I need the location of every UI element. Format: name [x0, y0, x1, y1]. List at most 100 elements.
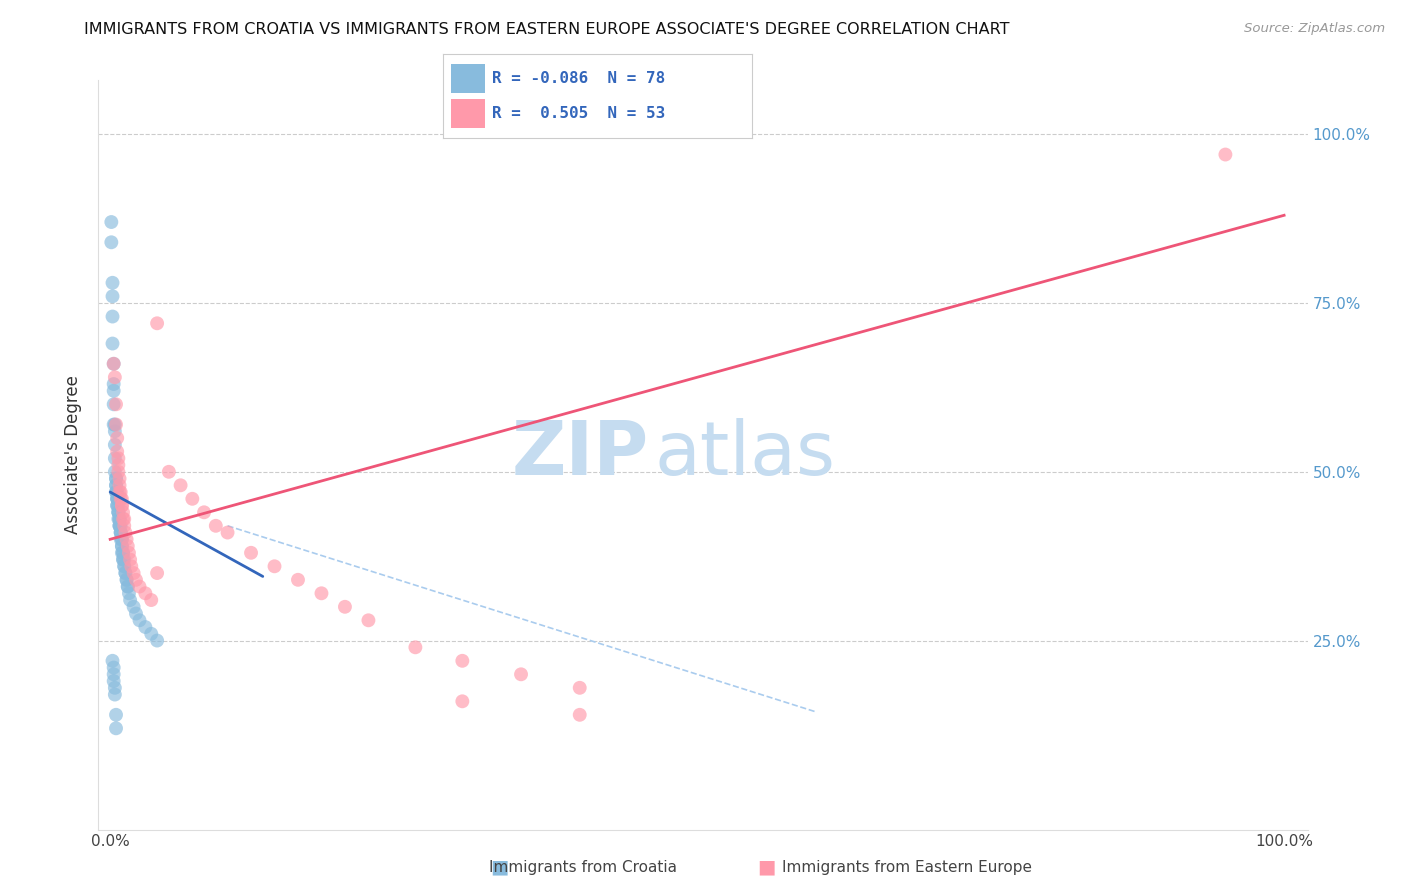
Point	[134, 586, 156, 600]
Point	[104, 425, 127, 439]
Bar	[450, 64, 485, 93]
Point	[108, 518, 131, 533]
Text: ZIP: ZIP	[512, 418, 648, 491]
Point	[111, 533, 134, 547]
Point	[105, 721, 128, 735]
Point	[240, 546, 263, 560]
Point	[105, 471, 128, 485]
Point	[263, 559, 285, 574]
Point	[112, 518, 135, 533]
Point	[181, 491, 204, 506]
Point	[111, 539, 134, 553]
Text: Immigrants from Eastern Europe: Immigrants from Eastern Europe	[782, 860, 1032, 874]
Point	[118, 546, 141, 560]
Point	[117, 539, 139, 553]
Point	[510, 667, 533, 681]
Text: IMMIGRANTS FROM CROATIA VS IMMIGRANTS FROM EASTERN EUROPE ASSOCIATE'S DEGREE COR: IMMIGRANTS FROM CROATIA VS IMMIGRANTS FR…	[84, 22, 1010, 37]
Text: ■: ■	[489, 857, 509, 877]
Point	[193, 505, 215, 519]
Point	[107, 458, 129, 472]
Point	[103, 357, 125, 371]
Point	[128, 613, 150, 627]
Point	[101, 276, 124, 290]
Text: Immigrants from Croatia: Immigrants from Croatia	[489, 860, 678, 874]
Point	[568, 707, 591, 722]
Point	[112, 546, 135, 560]
Point	[112, 546, 135, 560]
Point	[107, 465, 129, 479]
Point	[146, 566, 169, 580]
Point	[108, 512, 131, 526]
Point	[104, 370, 127, 384]
Point	[112, 552, 135, 566]
Point	[117, 580, 139, 594]
Point	[108, 478, 131, 492]
Point	[101, 654, 124, 668]
Point	[105, 499, 128, 513]
Point	[105, 471, 128, 485]
Point	[146, 316, 169, 330]
Text: R =  0.505  N = 53: R = 0.505 N = 53	[492, 106, 665, 121]
Point	[105, 499, 128, 513]
Text: Source: ZipAtlas.com: Source: ZipAtlas.com	[1244, 22, 1385, 36]
Text: R = -0.086  N = 78: R = -0.086 N = 78	[492, 71, 665, 86]
Point	[105, 444, 128, 458]
Point	[107, 505, 129, 519]
Point	[103, 660, 125, 674]
Point	[111, 499, 134, 513]
Point	[103, 397, 125, 411]
Point	[103, 674, 125, 689]
Point	[125, 607, 148, 621]
Point	[112, 512, 135, 526]
Point	[104, 451, 127, 466]
Point	[104, 681, 127, 695]
Point	[105, 491, 128, 506]
Point	[110, 525, 132, 540]
Point	[120, 559, 142, 574]
Point	[114, 566, 136, 580]
Point	[404, 640, 426, 655]
Point	[451, 654, 474, 668]
Point	[333, 599, 356, 614]
Point	[128, 580, 150, 594]
Point	[105, 491, 128, 506]
Point	[115, 533, 138, 547]
Point	[103, 377, 125, 392]
Point	[111, 491, 134, 506]
Point	[100, 235, 122, 250]
Point	[451, 694, 474, 708]
Point	[108, 518, 131, 533]
Point	[105, 485, 128, 500]
Point	[115, 573, 138, 587]
Point	[105, 417, 128, 432]
Point	[111, 499, 134, 513]
Point	[108, 512, 131, 526]
Point	[108, 512, 131, 526]
Point	[107, 505, 129, 519]
Point	[204, 518, 226, 533]
Point	[110, 533, 132, 547]
Point	[108, 518, 131, 533]
Point	[105, 491, 128, 506]
Point	[112, 559, 135, 574]
Point	[108, 485, 131, 500]
Point	[120, 593, 142, 607]
Point	[105, 397, 128, 411]
Point	[112, 559, 135, 574]
Point	[357, 613, 380, 627]
Point	[104, 438, 127, 452]
Point	[104, 417, 127, 432]
Point	[105, 485, 128, 500]
Point	[110, 485, 132, 500]
Point	[1215, 147, 1237, 161]
Point	[104, 688, 127, 702]
Point	[105, 707, 128, 722]
Point	[107, 505, 129, 519]
Point	[111, 539, 134, 553]
Point	[287, 573, 309, 587]
Y-axis label: Associate's Degree: Associate's Degree	[65, 376, 83, 534]
Point	[110, 491, 132, 506]
Point	[125, 573, 148, 587]
Point	[157, 465, 180, 479]
Point	[146, 633, 169, 648]
